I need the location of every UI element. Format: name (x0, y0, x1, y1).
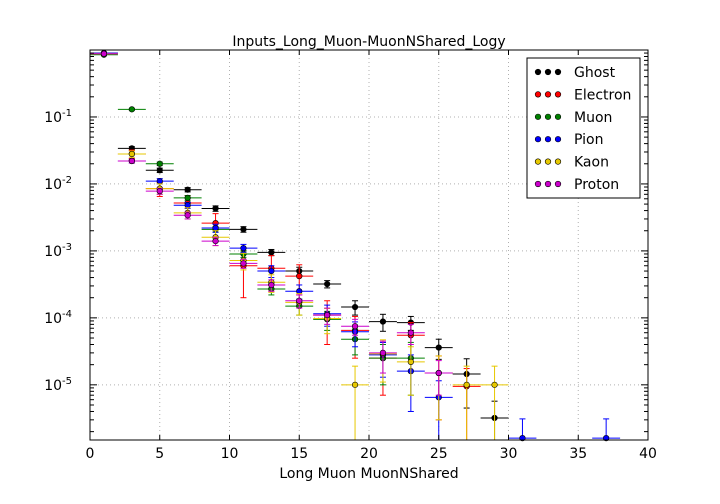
legend-marker (534, 113, 542, 120)
x-tick-label: 10 (221, 446, 239, 462)
data-point (435, 344, 442, 351)
data-point (351, 323, 359, 330)
data-point (351, 381, 359, 388)
legend-marker (544, 113, 552, 120)
legend-box (526, 57, 641, 199)
legend-entry-pion: Pion (534, 132, 603, 148)
legend-marker (554, 113, 562, 120)
data-point (184, 212, 191, 219)
data-point (184, 186, 191, 193)
data-point (184, 194, 191, 201)
data-point (128, 106, 135, 113)
data-point (463, 381, 470, 388)
y-tick-label: 10-4 (44, 309, 72, 327)
legend-marker (534, 136, 542, 143)
data-point (156, 160, 163, 167)
legend-label: Pion (574, 132, 603, 148)
data-point (268, 267, 275, 275)
legend-entry-proton: Proton (534, 177, 619, 193)
legend-label: Muon (574, 110, 612, 126)
legend-marker (534, 158, 542, 165)
data-point (240, 226, 247, 233)
legend-label: Proton (574, 177, 619, 193)
x-tick-label: 30 (500, 446, 518, 462)
x-tick-label: 20 (360, 446, 378, 462)
data-point (324, 311, 331, 319)
legend-marker (554, 158, 562, 165)
plot-area (90, 49, 621, 442)
data-point (296, 273, 303, 280)
legend-marker (554, 91, 562, 98)
legend-marker (544, 158, 552, 165)
legend-entry-muon: Muon (534, 110, 612, 126)
data-point (128, 157, 135, 165)
legend-label: Kaon (574, 155, 609, 171)
y-tick-label: 10-2 (44, 175, 72, 193)
legend-entry-ghost: Ghost (534, 65, 616, 81)
legend-marker (554, 180, 562, 188)
data-point (435, 369, 442, 377)
legend-marker (544, 91, 552, 98)
x-tick-label: 15 (290, 446, 308, 462)
data-point (491, 381, 498, 388)
data-point (268, 249, 275, 256)
legend-entry-kaon: Kaon (534, 155, 609, 171)
legend-marker (544, 136, 552, 143)
data-point (379, 349, 387, 356)
data-point (212, 224, 219, 232)
data-point (184, 202, 191, 209)
data-point (240, 245, 247, 252)
chart-title: Inputs_Long_Muon-MuonNShared_Logy (232, 34, 505, 50)
y-tick-label: 10-5 (44, 376, 72, 394)
legend: Ghost Electron Muon Pion Kaon Proton (526, 57, 641, 199)
legend-label: Ghost (574, 65, 616, 81)
data-point (407, 329, 414, 336)
data-point (240, 260, 247, 267)
data-point (212, 205, 219, 212)
series-proton (90, 50, 453, 396)
data-point (156, 188, 163, 195)
y-tick-label: 10-1 (44, 108, 72, 126)
x-tick-label: 5 (155, 446, 164, 462)
legend-marker (544, 180, 552, 188)
data-point (212, 238, 219, 245)
x-tick-label: 40 (639, 446, 657, 462)
data-point (351, 303, 359, 311)
data-point (268, 281, 275, 289)
data-point (128, 150, 135, 158)
x-tick-label: 25 (430, 446, 448, 462)
legend-entry-electron: Electron (534, 87, 631, 103)
x-axis-label: Long Muon MuonNShared (279, 466, 458, 482)
legend-marker (534, 91, 542, 98)
y-tick-label: 10-3 (44, 242, 72, 260)
x-tick-label: 0 (86, 446, 95, 462)
data-point (324, 280, 331, 288)
x-tick-label: 35 (569, 446, 587, 462)
data-point (407, 358, 414, 365)
data-point (156, 167, 163, 174)
data-point (156, 178, 163, 185)
data-point (296, 297, 303, 304)
legend-label: Electron (574, 87, 631, 103)
legend-marker (554, 136, 562, 143)
legend-marker (544, 68, 552, 76)
data-point (100, 50, 108, 57)
data-point (379, 318, 387, 325)
axes-ticks: 0 5 10 15 20 25 30 35 40 10-5 10-4 10-3 10-2 10-1 (44, 50, 657, 462)
legend-marker (534, 68, 542, 76)
legend-marker (534, 180, 542, 188)
legend-marker (554, 68, 562, 76)
